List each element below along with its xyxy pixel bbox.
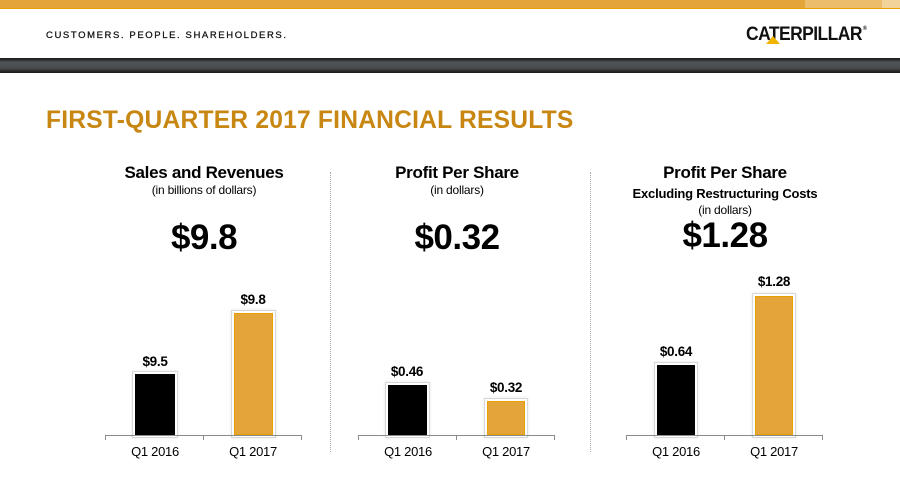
headline-value: $9.8 — [170, 218, 238, 257]
category-label: Q1 2017 — [750, 444, 798, 459]
x-axis — [358, 435, 555, 441]
panel-subtitle: (in dollars) — [698, 203, 752, 217]
bar-value-label: $9.5 — [142, 354, 168, 369]
x-axis — [626, 435, 823, 441]
top-accent-bar — [0, 0, 900, 9]
panel-profit-per-share: Profit Per Share (in dollars) $0.32 $0.4… — [357, 0, 557, 494]
panel-title: Sales and Revenues — [124, 163, 284, 182]
panel-subtitle: (in billions of dollars) — [151, 183, 257, 197]
bar-value-label: $9.8 — [240, 292, 266, 307]
panel-divider — [590, 172, 591, 452]
top-accent-segment — [805, 0, 882, 8]
bar-q1-2016 — [135, 374, 175, 435]
bar-value-label: $0.64 — [659, 344, 693, 359]
header-divider-bar — [0, 58, 900, 73]
bar-value-label: $1.28 — [757, 274, 791, 289]
category-label: Q1 2017 — [229, 444, 277, 459]
slide-title: FIRST-QUARTER 2017 FINANCIAL RESULTS — [46, 106, 574, 134]
bar-value-label: $0.46 — [390, 364, 424, 379]
panel-subtitle: (in dollars) — [430, 183, 484, 197]
panel-profit-per-share-excl-restructuring: Profit Per Share Excluding Restructuring… — [625, 0, 825, 494]
tagline: CUSTOMERS. PEOPLE. SHAREHOLDERS. — [46, 30, 288, 41]
category-label: Q1 2016 — [384, 444, 432, 459]
registered-mark: ® — [862, 26, 867, 32]
panel-title: Profit Per Share — [663, 163, 787, 182]
category-label: Q1 2017 — [482, 444, 530, 459]
bar-q1-2017 — [755, 296, 793, 435]
bar-q1-2016 — [388, 385, 427, 435]
top-accent-segment — [882, 0, 900, 8]
logo-triangle-icon — [766, 36, 780, 44]
x-axis — [105, 435, 302, 441]
bar-q1-2017 — [487, 401, 525, 435]
bar-value-label: $0.32 — [489, 380, 523, 395]
panel-title: Profit Per Share — [395, 163, 519, 182]
panel-subtitle-bold: Excluding Restructuring Costs — [632, 186, 818, 201]
bar-q1-2016 — [657, 365, 695, 435]
category-label: Q1 2016 — [652, 444, 700, 459]
panel-sales-revenues: Sales and Revenues (in billions of dolla… — [104, 0, 304, 494]
panel-divider — [330, 172, 331, 452]
headline-value: $1.28 — [682, 216, 768, 255]
headline-value: $0.32 — [414, 218, 500, 257]
bar-q1-2017 — [234, 313, 273, 435]
category-label: Q1 2016 — [131, 444, 179, 459]
